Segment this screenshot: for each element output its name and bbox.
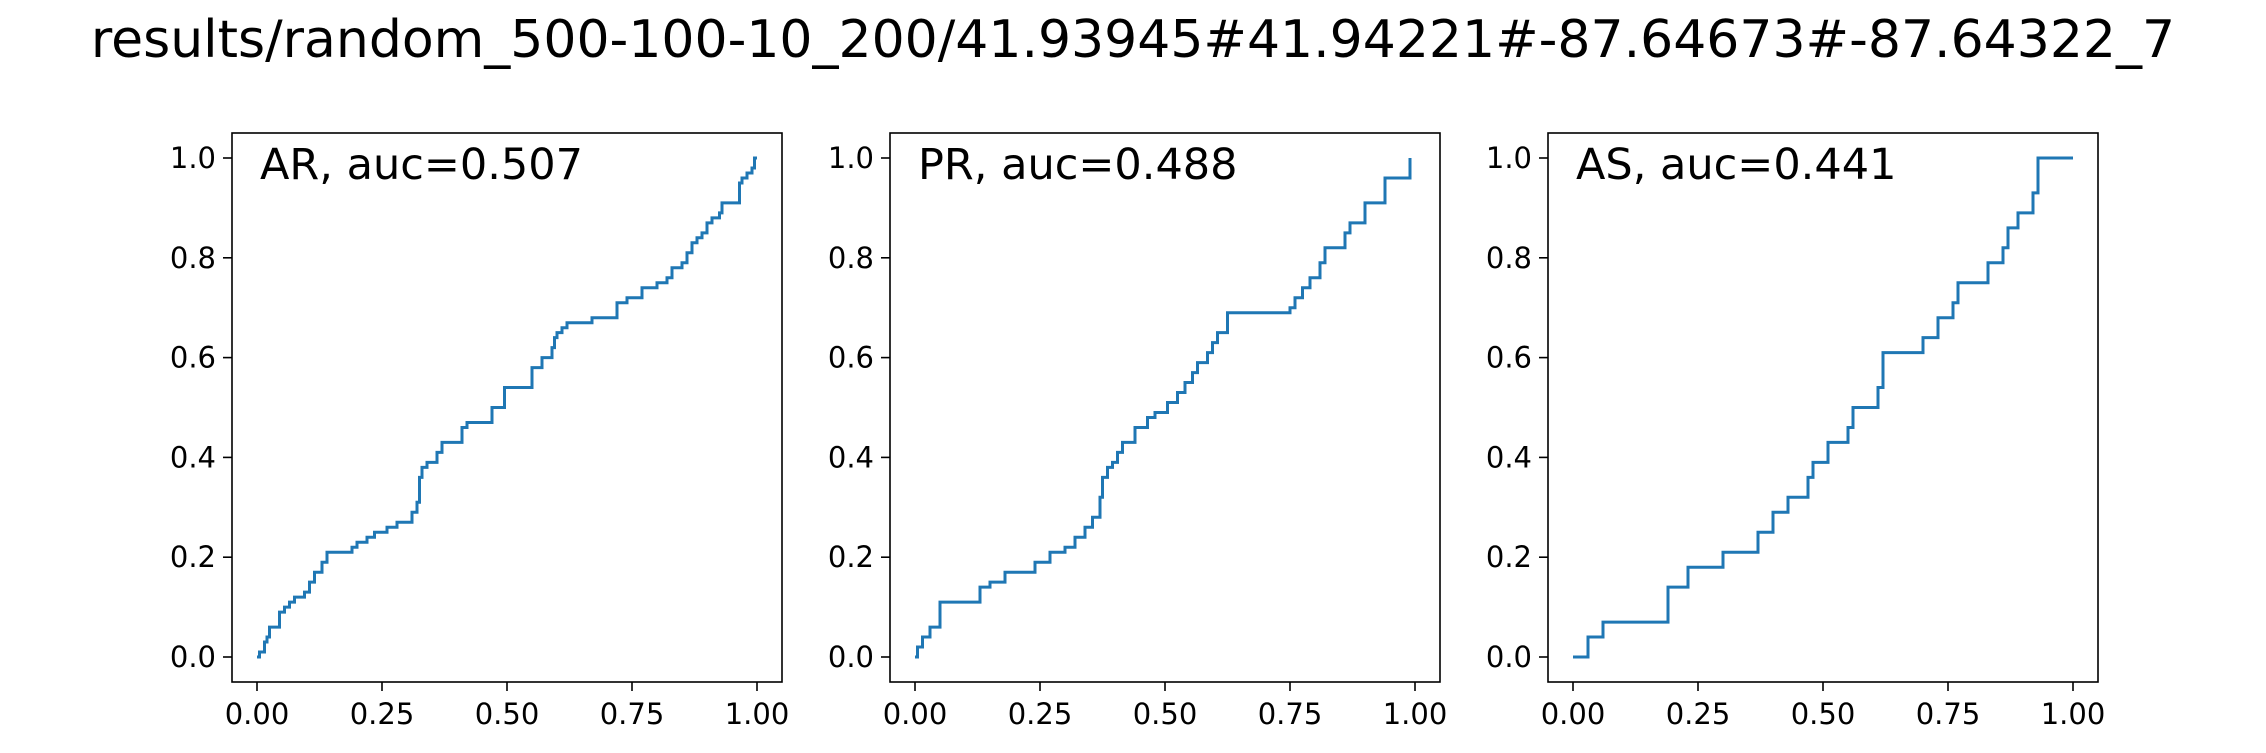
y-tick-label: 0.8: [828, 241, 874, 275]
x-tick-label: 0.50: [1133, 697, 1198, 731]
y-tick-label: 0.2: [828, 540, 874, 574]
subplot-label: AS, auc=0.441: [1576, 140, 1896, 190]
y-tick-label: 1.0: [828, 141, 874, 175]
y-tick-label: 0.0: [170, 640, 216, 674]
x-tick-label: 0.25: [1008, 697, 1073, 731]
y-tick-label: 0.6: [170, 341, 216, 375]
subplot-label: AR, auc=0.507: [260, 140, 583, 190]
series-line: [257, 156, 757, 659]
y-tick-label: 0.4: [828, 440, 874, 474]
x-tick-label: 1.00: [1383, 697, 1448, 731]
y-tick-label: 0.6: [828, 341, 874, 375]
series-line: [915, 158, 1412, 659]
series-line: [1573, 156, 2073, 659]
y-tick-label: 0.8: [1486, 241, 1532, 275]
y-tick-label: 0.0: [1486, 640, 1532, 674]
y-tick-label: 1.0: [1486, 141, 1532, 175]
x-tick-label: 1.00: [725, 697, 790, 731]
x-tick-label: 0.25: [1666, 697, 1731, 731]
y-tick-label: 0.4: [1486, 440, 1532, 474]
x-tick-label: 0.75: [1916, 697, 1981, 731]
x-tick-label: 0.00: [1541, 697, 1606, 731]
x-tick-label: 0.50: [1791, 697, 1856, 731]
subplot-2: 0.00 0.25 0.50 0.75 1.00 0.0 0.2 0.4 0.6 0.8 1.0 PR…: [828, 132, 1448, 731]
x-tick-label: 0.75: [1258, 697, 1323, 731]
y-tick-label: 0.2: [1486, 540, 1532, 574]
y-tick-label: 0.0: [828, 640, 874, 674]
figure-title: results/random_500-100-10_200/41.93945#4…: [90, 10, 2176, 70]
subplot-3: 0.00 0.25 0.50 0.75 1.00 0.0 0.2 0.4 0.6 0.8 1.0 AS…: [1486, 132, 2106, 731]
x-tick-label: 0.50: [475, 697, 540, 731]
x-tick-label: 1.00: [2041, 697, 2106, 731]
y-tick-label: 0.8: [170, 241, 216, 275]
subplot-label: PR, auc=0.488: [918, 140, 1238, 190]
y-tick-label: 0.2: [170, 540, 216, 574]
x-tick-label: 0.25: [350, 697, 415, 731]
axes-frame: [1547, 132, 2099, 683]
subplot-1: 0.00 0.25 0.50 0.75 1.00 0.0 0.2 0.4 0.6 0.8 1.0 AR…: [170, 132, 790, 731]
y-tick-label: 0.6: [1486, 341, 1532, 375]
x-tick-label: 0.00: [883, 697, 948, 731]
x-tick-label: 0.75: [600, 697, 665, 731]
y-tick-label: 1.0: [170, 141, 216, 175]
axes-frame: [889, 132, 1441, 683]
axes-frame: [231, 132, 783, 683]
x-tick-label: 0.00: [225, 697, 290, 731]
y-tick-label: 0.4: [170, 440, 216, 474]
